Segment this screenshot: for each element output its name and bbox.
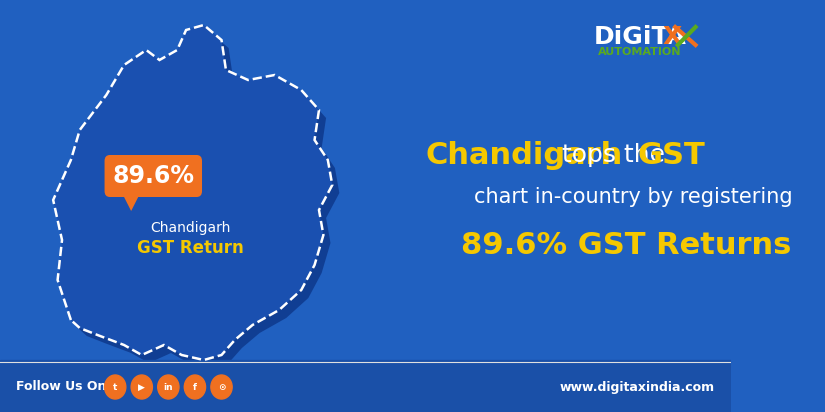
Bar xyxy=(0,360,731,412)
Text: 89.6% GST Returns: 89.6% GST Returns xyxy=(460,230,791,260)
Text: chart in-country by registering: chart in-country by registering xyxy=(474,187,793,207)
Text: tops the: tops the xyxy=(554,143,673,167)
Polygon shape xyxy=(124,197,139,211)
Polygon shape xyxy=(60,33,339,368)
Text: t: t xyxy=(113,382,117,391)
FancyBboxPatch shape xyxy=(105,155,202,197)
Text: 89.6%: 89.6% xyxy=(112,164,195,188)
Text: GST: GST xyxy=(638,140,705,169)
Text: in: in xyxy=(163,382,173,391)
Circle shape xyxy=(131,375,153,399)
Text: Chandigarh: Chandigarh xyxy=(150,221,231,235)
Text: GST Return: GST Return xyxy=(137,239,244,257)
Text: ▶: ▶ xyxy=(139,382,145,391)
Text: Follow Us On :: Follow Us On : xyxy=(16,381,116,393)
Circle shape xyxy=(184,375,205,399)
Circle shape xyxy=(158,375,179,399)
Text: f: f xyxy=(193,382,197,391)
Text: www.digitaxindia.com: www.digitaxindia.com xyxy=(560,381,715,393)
Text: ⊙: ⊙ xyxy=(218,382,225,391)
Text: DiGiTA: DiGiTA xyxy=(594,25,686,49)
Text: X: X xyxy=(662,25,682,49)
Text: Chandigarh: Chandigarh xyxy=(426,140,623,169)
Circle shape xyxy=(211,375,232,399)
Polygon shape xyxy=(53,25,332,360)
Circle shape xyxy=(105,375,126,399)
Text: AUTOMATION: AUTOMATION xyxy=(598,47,681,57)
